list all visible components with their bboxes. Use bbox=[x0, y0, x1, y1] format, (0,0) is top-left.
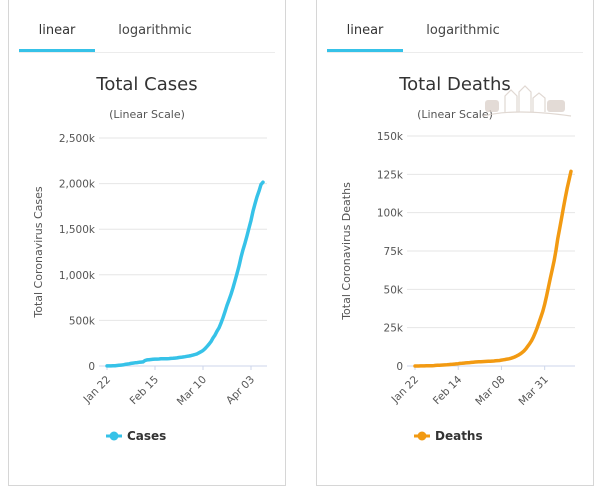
x-tick-label: Feb 15 bbox=[128, 374, 161, 407]
legend-label: Deaths bbox=[435, 429, 483, 443]
y-tick-label: 100k bbox=[377, 208, 404, 220]
series-line-cases[interactable] bbox=[105, 180, 265, 368]
series-line-deaths[interactable] bbox=[413, 169, 573, 368]
deaths-tab-bar: linear logarithmic bbox=[317, 0, 593, 52]
x-tick-label: Feb 14 bbox=[431, 373, 465, 407]
chart-title: Total Cases bbox=[95, 74, 197, 95]
chart-title: Total Deaths bbox=[398, 74, 511, 95]
tab-linear[interactable]: linear bbox=[19, 0, 95, 52]
cases-tab-bar: linear logarithmic bbox=[9, 0, 285, 52]
y-tick-label: 0 bbox=[88, 361, 95, 373]
y-tick-label: 2,000k bbox=[59, 179, 96, 191]
y-tick-label: 75k bbox=[384, 246, 404, 258]
x-tick-label: Mar 31 bbox=[517, 374, 551, 408]
x-tick-label: Mar 10 bbox=[175, 374, 209, 408]
y-tick-label: 500k bbox=[69, 315, 96, 327]
tab-logarithmic[interactable]: logarithmic bbox=[426, 23, 500, 38]
y-axis-label: Total Coronavirus Cases bbox=[32, 186, 45, 319]
y-tick-label: 1,000k bbox=[59, 270, 96, 282]
tab-divider bbox=[19, 52, 275, 53]
tab-divider bbox=[327, 52, 583, 53]
cases-chart: Total Cases (Linear Scale) 0 500k 1,000k 1,50… bbox=[32, 74, 267, 443]
tab-linear[interactable]: linear bbox=[327, 0, 403, 52]
y-tick-label: 50k bbox=[384, 284, 404, 296]
y-tick-label: 25k bbox=[384, 323, 404, 335]
legend-marker bbox=[417, 431, 427, 441]
y-tick-label: 2,500k bbox=[59, 133, 96, 145]
x-tick-label: Jan 22 bbox=[389, 374, 421, 406]
x-tick-label: Jan 22 bbox=[81, 374, 113, 406]
legend-label: Cases bbox=[127, 429, 166, 443]
deaths-chart: Total Deaths (Linear Scale) 0 25k 50k 75k 100k… bbox=[340, 74, 575, 443]
y-tick-label: 0 bbox=[396, 361, 403, 373]
deaths-chart-panel: linear logarithmic Total Deaths (Linear S… bbox=[316, 0, 594, 486]
y-tick-label: 150k bbox=[377, 131, 404, 143]
y-axis-label: Total Coronavirus Deaths bbox=[340, 182, 353, 321]
chart-subtitle: (Linear Scale) bbox=[417, 108, 493, 121]
chart-subtitle: (Linear Scale) bbox=[109, 108, 185, 121]
x-tick-label: Mar 08 bbox=[473, 374, 507, 408]
legend-marker bbox=[109, 431, 119, 441]
tab-logarithmic[interactable]: logarithmic bbox=[118, 23, 192, 38]
cases-chart-panel: linear logarithmic Total Cases (Linear Sc… bbox=[8, 0, 286, 486]
y-tick-label: 125k bbox=[377, 169, 404, 181]
x-tick-label: Apr 03 bbox=[224, 374, 257, 407]
y-tick-label: 1,500k bbox=[59, 224, 96, 236]
